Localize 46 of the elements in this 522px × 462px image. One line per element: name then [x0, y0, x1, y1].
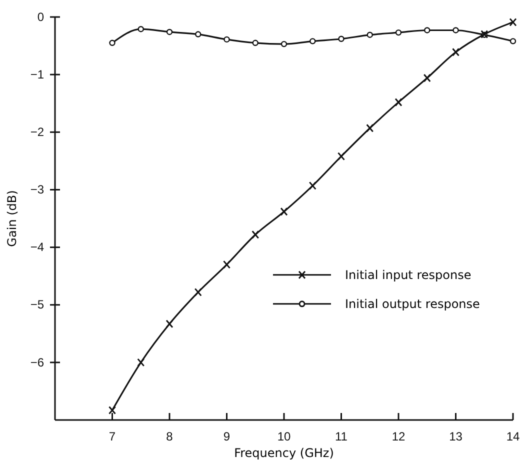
- point: [452, 48, 460, 56]
- x-tick-label: 12: [392, 430, 406, 444]
- y-tick-label: −4: [30, 240, 44, 254]
- legend-label: Initial output response: [345, 296, 480, 311]
- point: [423, 74, 431, 82]
- x-tick-label: 9: [223, 430, 230, 444]
- point: [366, 32, 373, 38]
- point: [338, 36, 344, 42]
- x-tick-label: 10: [277, 430, 291, 444]
- point: [394, 98, 402, 106]
- point: [137, 358, 145, 367]
- point: [509, 18, 517, 26]
- point: [224, 36, 230, 43]
- point: [138, 26, 144, 32]
- point: [280, 207, 288, 216]
- y-tick-label: −2: [30, 124, 44, 139]
- y-tick-label: −6: [30, 355, 44, 370]
- point: [308, 181, 316, 190]
- y-tick-label: −3: [30, 182, 44, 197]
- point: [166, 28, 173, 36]
- y-tick-label: −1: [30, 67, 44, 82]
- point: [280, 40, 288, 48]
- point: [194, 288, 202, 296]
- point: [310, 38, 316, 44]
- x-axis-title: Frequency (GHz): [234, 446, 334, 460]
- point: [366, 124, 374, 132]
- point: [338, 152, 345, 161]
- point: [424, 27, 430, 34]
- point: [452, 27, 459, 34]
- y-tick-label: −5: [30, 298, 44, 312]
- y-tick-label: 0: [37, 10, 44, 24]
- point: [195, 31, 202, 38]
- point: [395, 29, 402, 36]
- x-tick-label: 14: [506, 430, 520, 444]
- point: [510, 38, 516, 44]
- point: [252, 40, 258, 46]
- point: [166, 320, 174, 328]
- point: [223, 260, 230, 269]
- point: [109, 40, 116, 46]
- y-axis-title: Gain (dB): [5, 190, 19, 247]
- x-tick-label: 11: [335, 430, 348, 444]
- point: [252, 230, 260, 239]
- x-tick-label: 7: [108, 430, 116, 444]
- x-tick-label: 8: [166, 430, 174, 444]
- legend-label: Initial input response: [345, 268, 472, 282]
- x-tick-label: 13: [449, 430, 463, 444]
